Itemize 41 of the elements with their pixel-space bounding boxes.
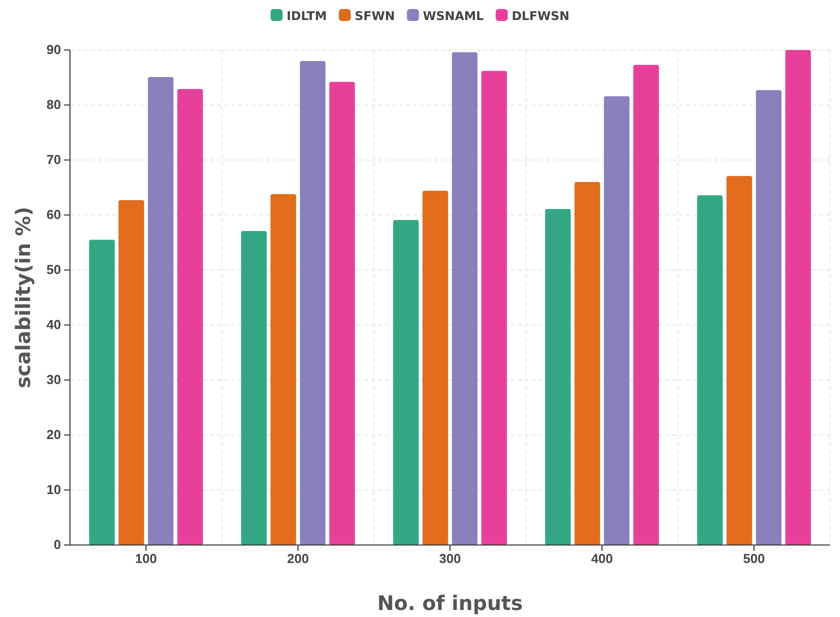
y-tick-label: 20 xyxy=(46,427,61,442)
x-tick-label: 500 xyxy=(743,551,765,566)
legend-label: DLFWSN xyxy=(512,9,570,23)
bar xyxy=(393,220,419,545)
bar xyxy=(270,194,296,545)
bar xyxy=(241,230,267,545)
y-tick-label: 80 xyxy=(46,97,61,112)
bar xyxy=(422,190,448,545)
y-tick-label: 0 xyxy=(54,537,61,552)
bar xyxy=(329,82,355,545)
bar xyxy=(756,90,782,545)
bar xyxy=(726,176,752,545)
y-tick-label: 70 xyxy=(46,152,61,168)
y-tick-label: 30 xyxy=(46,372,61,388)
bar xyxy=(89,240,115,545)
bar xyxy=(633,64,659,545)
y-tick-label: 90 xyxy=(46,42,61,58)
bar xyxy=(545,208,571,545)
bar xyxy=(118,200,144,545)
y-tick-label: 50 xyxy=(46,262,61,278)
y-tick-label: 60 xyxy=(46,207,61,222)
bar xyxy=(604,96,630,545)
x-axis-title: No. of inputs xyxy=(377,591,523,615)
y-axis-title: scalability(in %) xyxy=(11,206,35,388)
legend-label: SFWN xyxy=(354,9,395,23)
bar xyxy=(148,76,174,545)
y-tick-label: 40 xyxy=(46,317,61,332)
legend-label: WSNAML xyxy=(422,9,484,23)
bar xyxy=(452,52,478,545)
y-tick-label: 10 xyxy=(46,482,61,498)
x-tick-label: 100 xyxy=(135,551,157,566)
bar xyxy=(785,50,811,545)
bar xyxy=(574,182,600,545)
legend-label: IDLTM xyxy=(286,9,327,23)
bar xyxy=(481,70,507,545)
x-tick-label: 200 xyxy=(287,551,309,566)
bar xyxy=(300,61,326,545)
x-tick-label: 300 xyxy=(439,551,461,566)
x-tick-label: 400 xyxy=(591,551,613,566)
bar xyxy=(697,195,723,545)
bar xyxy=(177,89,203,545)
